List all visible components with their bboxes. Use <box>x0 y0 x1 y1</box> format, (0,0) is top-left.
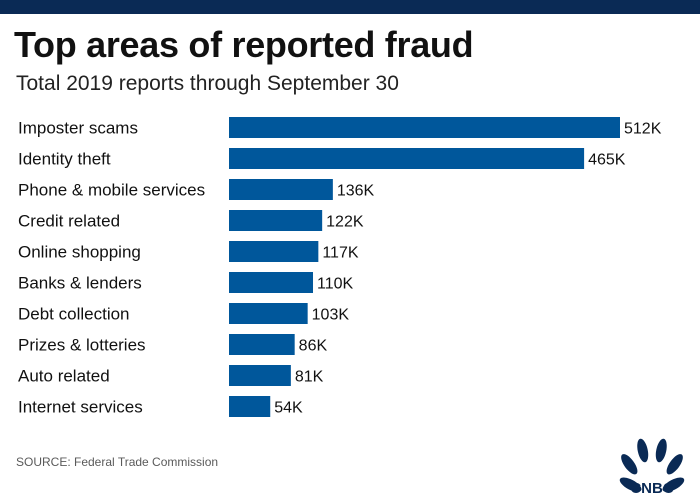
value-label: 54K <box>274 400 303 417</box>
category-label: Identity theft <box>18 150 111 169</box>
value-label: 512K <box>624 121 662 138</box>
category-label: Debt collection <box>18 305 130 324</box>
bar <box>229 179 333 200</box>
category-label: Imposter scams <box>18 119 138 138</box>
value-label: 136K <box>337 183 375 200</box>
value-label: 122K <box>326 214 364 231</box>
bar <box>229 396 271 417</box>
bar <box>229 272 314 293</box>
bar <box>229 148 585 169</box>
bar <box>229 210 323 231</box>
chart-title: Top areas of reported fraud <box>14 24 474 65</box>
value-label: 117K <box>322 245 359 262</box>
value-label: 103K <box>312 307 350 324</box>
bar <box>229 303 308 324</box>
value-label: 81K <box>295 369 324 386</box>
value-label: 465K <box>588 152 626 169</box>
svg-text:CNBC: CNBC <box>630 480 673 496</box>
category-label: Phone & mobile services <box>18 181 205 200</box>
source-note: SOURCE: Federal Trade Commission <box>16 455 219 469</box>
top-band <box>0 0 700 14</box>
bar <box>229 365 291 386</box>
cnbc-logo: CNBC <box>619 438 685 496</box>
bar <box>229 334 295 355</box>
category-label: Credit related <box>18 212 120 231</box>
value-label: 110K <box>317 276 354 293</box>
category-label: Online shopping <box>18 243 141 262</box>
bar <box>229 117 620 138</box>
category-label: Banks & lenders <box>18 274 142 293</box>
category-label: Internet services <box>18 398 143 417</box>
bar-chart: Imposter scams 512K Identity theft 465K Phon… <box>18 117 662 417</box>
chart-subtitle: Total 2019 reports through September 30 <box>16 72 399 95</box>
category-label: Prizes & lotteries <box>18 336 146 355</box>
value-label: 86K <box>299 338 328 355</box>
category-label: Auto related <box>18 367 110 386</box>
bar <box>229 241 319 262</box>
